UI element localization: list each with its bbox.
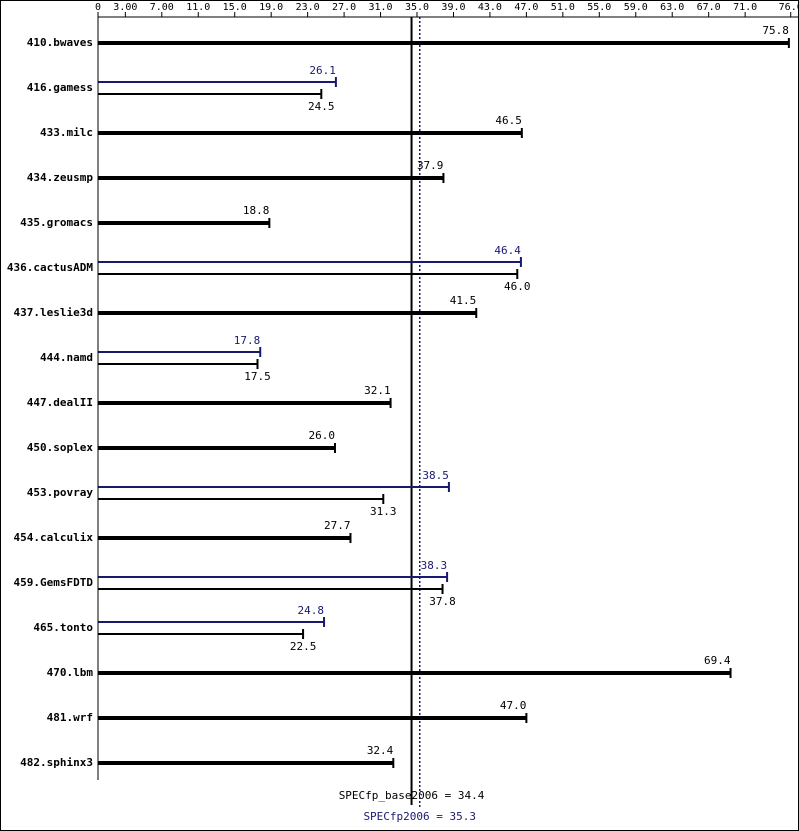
x-tick-label: 51.0 — [551, 2, 575, 13]
x-tick-label: 0 — [95, 2, 101, 13]
x-tick-label: 47.0 — [514, 2, 538, 13]
value-label: 47.0 — [500, 699, 527, 712]
value-label: 69.4 — [704, 654, 731, 667]
value-label: 26.0 — [308, 429, 335, 442]
y-tick-label: 482.sphinx3 — [20, 756, 93, 769]
value-label: 46.5 — [495, 114, 522, 127]
y-tick-label: 433.milc — [40, 126, 93, 139]
value-label: 75.8 — [762, 24, 789, 37]
x-tick-label: 43.0 — [478, 2, 502, 13]
value-label: 17.8 — [234, 334, 261, 347]
value-label: 46.4 — [494, 244, 521, 257]
y-tick-label: 435.gromacs — [20, 216, 93, 229]
x-tick-label: 7.00 — [150, 2, 174, 13]
x-tick-label: 15.0 — [223, 2, 247, 13]
x-tick-label: 76.0 — [779, 2, 799, 13]
value-label: 27.7 — [324, 519, 351, 532]
x-tick-label: 63.0 — [660, 2, 684, 13]
value-label: 17.5 — [244, 370, 271, 383]
value-label: 22.5 — [290, 640, 317, 653]
value-label: 41.5 — [450, 294, 477, 307]
y-tick-label: 454.calculix — [14, 531, 94, 544]
value-label: 24.8 — [298, 604, 325, 617]
x-tick-label: 39.0 — [441, 2, 465, 13]
y-tick-label: 436.cactusADM — [7, 261, 93, 274]
value-label: 37.8 — [429, 595, 456, 608]
y-tick-label: 416.gamess — [27, 81, 93, 94]
y-tick-label: 410.bwaves — [27, 36, 93, 49]
value-label: 18.8 — [243, 204, 270, 217]
value-label: 24.5 — [308, 100, 335, 113]
x-tick-label: 11.0 — [186, 2, 210, 13]
x-tick-label: 67.0 — [697, 2, 721, 13]
x-tick-label: 35.0 — [405, 2, 429, 13]
value-label: 32.1 — [364, 384, 391, 397]
x-tick-label: 23.0 — [296, 2, 320, 13]
y-tick-label: 447.dealII — [27, 396, 93, 409]
x-tick-label: 55.0 — [587, 2, 611, 13]
y-tick-label: 434.zeusmp — [27, 171, 94, 184]
y-tick-label: 437.leslie3d — [14, 306, 93, 319]
x-tick-label: 59.0 — [624, 2, 648, 13]
y-tick-label: 481.wrf — [47, 711, 93, 724]
y-tick-label: 450.soplex — [27, 441, 94, 454]
y-tick-label: 453.povray — [27, 486, 94, 499]
x-tick-label: 31.0 — [369, 2, 393, 13]
value-label: 38.3 — [421, 559, 448, 572]
x-tick-label: 27.0 — [332, 2, 356, 13]
y-tick-label: 470.lbm — [47, 666, 94, 679]
reference-label: SPECfp2006 = 35.3 — [363, 810, 476, 823]
y-tick-label: 459.GemsFDTD — [14, 576, 94, 589]
value-label: 32.4 — [367, 744, 394, 757]
value-label: 31.3 — [370, 505, 397, 518]
reference-label: SPECfp_base2006 = 34.4 — [339, 789, 485, 802]
value-label: 46.0 — [504, 280, 531, 293]
value-label: 37.9 — [417, 159, 444, 172]
y-tick-label: 465.tonto — [33, 621, 93, 634]
value-label: 26.1 — [309, 64, 336, 77]
value-label: 38.5 — [422, 469, 449, 482]
x-tick-label: 71.0 — [733, 2, 757, 13]
x-tick-label: 3.00 — [113, 2, 137, 13]
y-tick-label: 444.namd — [40, 351, 93, 364]
x-tick-label: 19.0 — [259, 2, 283, 13]
